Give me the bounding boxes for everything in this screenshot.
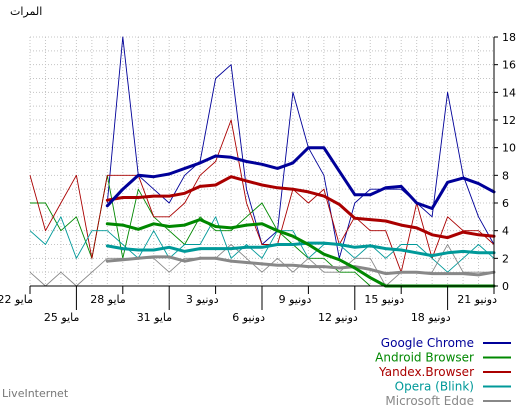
x-tick-label: 28 مايو [90, 293, 126, 306]
x-tick-label: 15 دونيو [364, 293, 404, 306]
series-daily-line-3 [29, 216, 495, 273]
series-trend-line-2 [105, 175, 496, 240]
y-tick-label: 4 [502, 225, 509, 238]
legend-label-3: Opera (Blink) [395, 380, 474, 394]
y-tick-label: 12 [502, 114, 516, 127]
series-trend-line-4 [105, 255, 496, 277]
legend-label-0: Google Chrome [381, 336, 474, 350]
x-tick-label: 31 مايو [137, 311, 173, 324]
y-tick-label: 10 [502, 142, 516, 155]
legend-label-2: Yandex.Browser [378, 365, 474, 379]
x-tick-label: 12 دونيو [318, 311, 358, 324]
y-axis-label: المرات [10, 5, 42, 18]
y-tick-label: 8 [502, 169, 509, 182]
legend-label-1: Android Browser [375, 351, 474, 365]
y-tick-label: 0 [502, 280, 509, 293]
x-tick-label: 6 دونيو [232, 311, 265, 324]
x-tick-label: 21 دونيو [457, 293, 497, 306]
x-tick-label: 3 دونيو [186, 293, 219, 306]
series-daily-line-0 [106, 36, 495, 259]
series-trend-line-0 [105, 146, 496, 210]
series-trend-line-3 [105, 241, 496, 258]
y-tick-label: 6 [502, 197, 509, 210]
liveinternet-footer: LiveInternet [2, 387, 69, 400]
x-tick-label: 9 دونيو [279, 293, 312, 306]
y-tick-label: 16 [502, 59, 516, 72]
y-tick-label: 2 [502, 252, 509, 265]
series-trend-line-1 [105, 218, 496, 288]
x-tick-label: 25 مايو [44, 311, 80, 324]
y-tick-label: 14 [502, 86, 516, 99]
x-tick-label: 18 دونيو [411, 311, 451, 324]
legend-label-4: Microsoft Edge [385, 394, 474, 405]
x-tick-label: 22 مايو [0, 293, 33, 306]
y-tick-label: 18 [502, 31, 516, 44]
